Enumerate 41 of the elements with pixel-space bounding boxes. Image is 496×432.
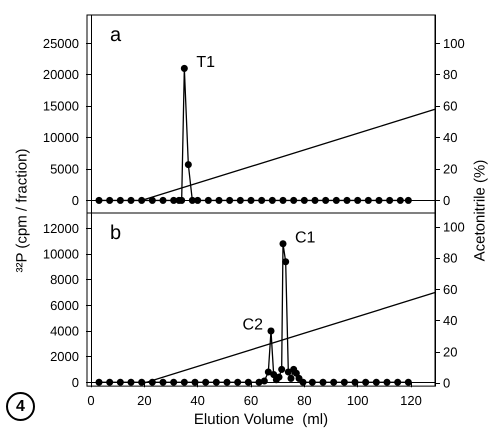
y-tick-label: 2000 — [50, 349, 79, 364]
y-tick-label: 0 — [72, 192, 79, 208]
x-tick-label: 60 — [244, 393, 258, 408]
y2-tick-label: 0 — [443, 192, 450, 208]
y-tick-label: 10000 — [42, 246, 79, 262]
y-tick-label: 6000 — [50, 298, 79, 313]
y-tick-label: 20000 — [42, 67, 79, 82]
y2-tick-label: 60 — [443, 98, 458, 114]
y2-tick-label: 20 — [443, 162, 458, 176]
annotation: a — [110, 24, 122, 46]
y-tick-label: 4000 — [50, 323, 79, 338]
x-tick-label: 100 — [346, 393, 369, 408]
annotation: C2 — [242, 316, 264, 334]
y-tick-label: 25000 — [42, 36, 79, 51]
y-axis-title: ³²P (cpm / fraction) — [13, 148, 30, 272]
x-tick-label: 80 — [297, 393, 312, 408]
y2-tick-label: 20 — [443, 344, 458, 360]
y-tick-label: 5000 — [50, 162, 79, 176]
x-tick-label: 40 — [190, 393, 205, 408]
annotation: T1 — [196, 54, 216, 71]
x-tick-label: 120 — [400, 393, 422, 408]
annotation: b — [110, 222, 122, 244]
circle-outline: 4 — [6, 392, 35, 421]
y-tick-label: 8000 — [50, 272, 79, 288]
y-tick-label: 12000 — [42, 220, 79, 236]
y-tick-label: 15000 — [42, 98, 79, 114]
y2-tick-label: 0 — [443, 375, 450, 390]
y2-tick-label: 100 — [443, 36, 465, 51]
y2-tick-label: 40 — [443, 130, 458, 146]
y-tick-label: 0 — [72, 374, 79, 390]
annotation: C1 — [295, 229, 316, 246]
y-tick-label: 10000 — [42, 130, 79, 146]
y2-tick-label: 60 — [443, 282, 458, 297]
x-tick-label: 20 — [137, 393, 152, 408]
y2-axis-title: Acetonitrile (%) — [471, 159, 488, 261]
y2-tick-label: 100 — [443, 220, 465, 235]
x-axis-title: Elution Volume (ml) — [194, 411, 328, 428]
y2-tick-label: 40 — [443, 313, 458, 328]
x-tick-label: 0 — [87, 393, 95, 408]
y2-tick-label: 80 — [443, 250, 458, 266]
y2-tick-label: 80 — [443, 67, 458, 82]
